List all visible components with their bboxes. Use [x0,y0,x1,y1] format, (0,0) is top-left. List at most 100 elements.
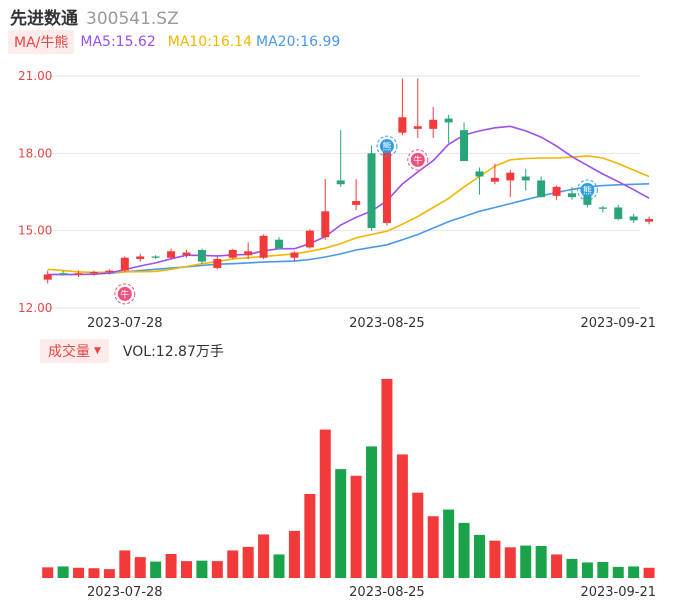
volume-bar [381,378,393,578]
candle-body [151,256,160,258]
candle-body [43,274,52,280]
volume-bar [597,562,609,578]
volume-bar [396,454,408,578]
date-tick-label: 2023-07-28 [87,316,163,331]
candle-body [228,250,237,258]
volume-bar [319,429,331,578]
volume-bar [628,566,640,578]
candle-body [537,180,546,198]
date-tick-label: 2023-09-21 [580,585,656,600]
volume-bar [366,446,378,578]
candle-body [275,239,284,249]
volume-legend: 成交量 ▼ VOL:12.87万手 [40,339,224,363]
volume-bar [42,567,54,578]
bull-marker-icon [117,286,132,301]
stock-code: 300541.SZ [86,9,179,29]
caret-down-icon: ▼ [94,346,101,356]
volume-bar [458,522,470,578]
volume-bar [535,546,547,578]
volume-bar [180,561,192,578]
ma5-value: MA5:15.62 [80,34,156,50]
volume-type-label: 成交量 [48,344,90,360]
volume-bars [42,378,655,578]
signal-marker-ring [576,179,598,201]
candle-body [429,119,438,129]
price-tick-label: 12.00 [18,301,52,315]
candle-body [136,256,145,260]
price-grid [40,75,640,309]
volume-bar [304,494,316,578]
volume-bar [150,561,162,578]
candle-body [413,126,422,129]
price-tick-label: 18.00 [18,146,52,160]
volume-bar [88,568,100,578]
bear-marker-icon [580,183,595,197]
candle-body [382,148,391,223]
candle-body [105,270,114,272]
ma-legend: MA/牛熊 MA5:15.62 MA10:16.14 MA20:16.99 [8,30,344,54]
ma20-value: MA20:16.99 [256,34,341,50]
signal-marker-text: 熊 [382,141,391,153]
candle-body [444,118,453,123]
signal-marker-text: 牛 [413,154,422,166]
candle-body [352,201,361,205]
signal-marker-ring [114,283,136,305]
ma-type-selector[interactable]: MA/牛熊 [8,30,75,54]
volume-bar [103,569,115,578]
candle-body [552,186,561,196]
volume-bar [412,492,424,578]
volume-bar [273,554,285,578]
signal-marker-text: 牛 [120,288,129,300]
candle-body [598,207,607,209]
volume-bar [242,546,254,578]
candle-body [321,211,330,238]
candle-body [614,207,623,220]
volume-bar [350,475,362,578]
candle-body [506,172,515,181]
bull-marker-icon [410,152,425,167]
volume-type-selector[interactable]: 成交量 ▼ [40,339,109,363]
candle-body [197,250,206,262]
ma10-line [47,155,650,274]
price-axis-labels: 21.00 18.00 15.00 12.00 [18,69,52,315]
volume-bar [643,567,655,578]
candle-body [290,252,299,258]
candle-body [367,153,376,229]
signal-marker-ring [376,135,398,157]
volume-bar [566,558,578,578]
date-tick-label: 2023-07-28 [87,585,163,600]
volume-bar [57,566,69,578]
candle-body [629,216,638,221]
volume-bar [504,547,516,578]
candle-body [475,171,484,177]
volume-bar [134,557,146,578]
volume-bar [211,561,223,578]
ma5-line [47,125,650,276]
volume-bar [288,530,300,578]
candle-body [89,271,98,274]
candle-body [59,273,68,275]
candle-body [398,117,407,133]
signal-marker-ring [407,149,429,171]
volume-bar [119,550,131,578]
price-date-labels: 2023-07-28 2023-08-25 2023-09-21 [87,316,656,331]
volume-date-labels: 2023-07-28 2023-08-25 2023-09-21 [87,585,656,600]
candle-body [645,219,654,222]
volume-bar [443,509,455,578]
candle-body [213,259,222,269]
candle-body [74,273,83,275]
volume-value: VOL:12.87万手 [122,344,224,360]
candle-body [167,251,176,258]
date-tick-label: 2023-08-25 [349,316,425,331]
volume-bar [73,567,85,578]
volume-bar [581,562,593,578]
candle-body [567,193,576,198]
volume-bar [165,554,177,578]
candle-body [336,180,345,185]
candle-body [305,230,314,248]
volume-bar [258,534,270,578]
stock-header: 先进数通 300541.SZ [10,4,179,29]
date-tick-label: 2023-08-25 [349,585,425,600]
